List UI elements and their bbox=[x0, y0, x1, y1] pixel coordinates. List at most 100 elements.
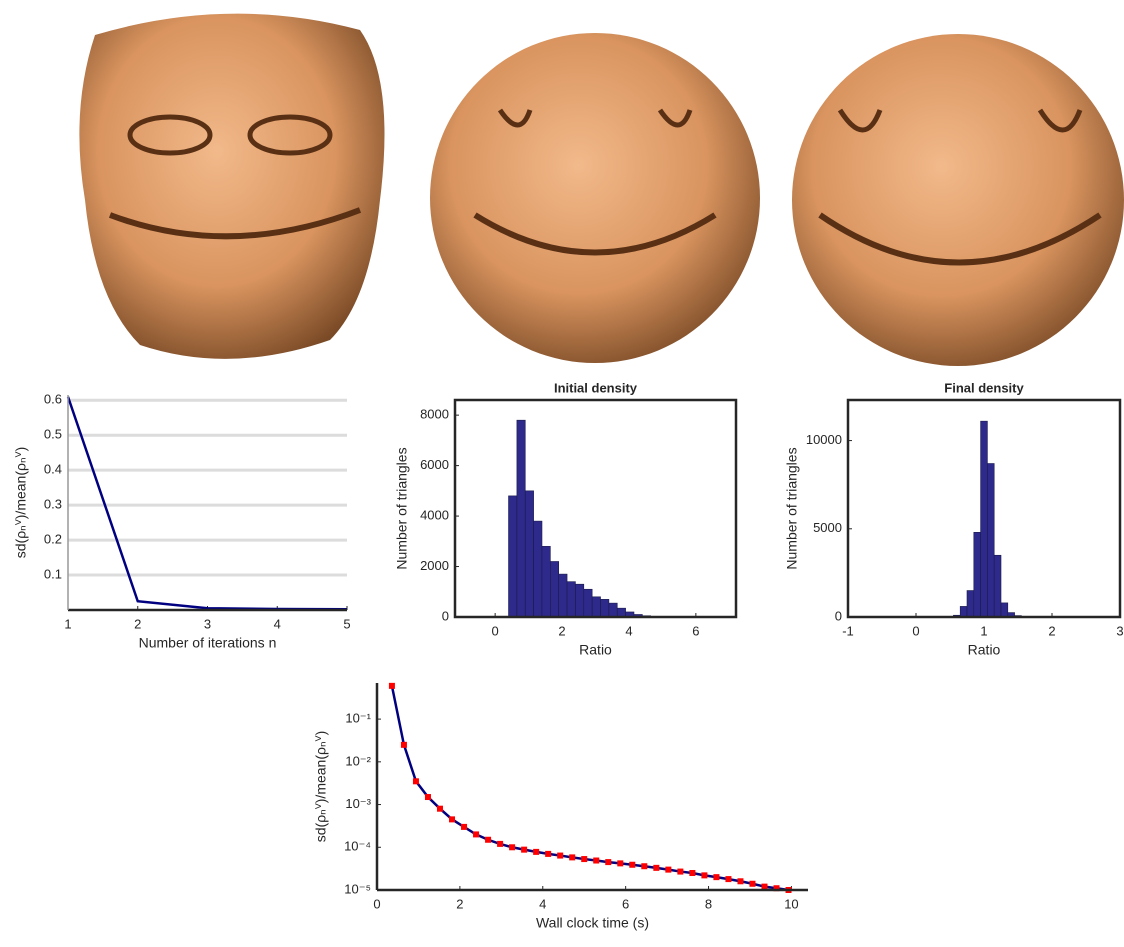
render-initial-map bbox=[430, 33, 760, 363]
x-tick-label: 8 bbox=[705, 896, 712, 911]
x-tick-label: 4 bbox=[625, 623, 632, 638]
x-tick-label: 4 bbox=[539, 896, 546, 911]
bar bbox=[567, 582, 575, 617]
x-tick-label: 3 bbox=[1116, 623, 1123, 638]
marker bbox=[545, 851, 551, 857]
bar bbox=[575, 584, 583, 617]
marker bbox=[725, 876, 731, 882]
bar bbox=[987, 464, 994, 617]
marker bbox=[605, 859, 611, 865]
marker bbox=[629, 862, 635, 868]
marker bbox=[749, 881, 755, 887]
y-tick-label: 0.4 bbox=[44, 462, 62, 477]
render-final-map bbox=[792, 34, 1124, 366]
y-tick-label: 4000 bbox=[420, 508, 449, 523]
render-original bbox=[79, 14, 384, 359]
y-tick-label: 8000 bbox=[420, 407, 449, 422]
y-tick-label: 2000 bbox=[420, 558, 449, 573]
marker bbox=[401, 742, 407, 748]
y-tick-label: 10⁻¹ bbox=[345, 711, 371, 726]
y-axis-label: Number of triangles bbox=[394, 447, 410, 569]
y-tick-label: 0.6 bbox=[44, 392, 62, 407]
line bbox=[392, 686, 789, 890]
marker bbox=[701, 872, 707, 878]
chart: 10⁻⁵ 10⁻⁴ 10⁻³ 10⁻² 10⁻¹ 0 2 4 6 8 10 Wall clock ti… bbox=[313, 683, 808, 931]
y-tick-label: 0.1 bbox=[44, 566, 62, 581]
chart-title: Final density bbox=[944, 380, 1024, 395]
bar bbox=[994, 555, 1001, 617]
y-tick-label: 0.5 bbox=[44, 427, 62, 442]
y-tick-label: 0.2 bbox=[44, 532, 62, 547]
y-tick-label: 10⁻⁴ bbox=[344, 839, 371, 854]
marker bbox=[689, 870, 695, 876]
bar bbox=[609, 603, 617, 617]
bar bbox=[1001, 603, 1008, 617]
x-tick-label: 5 bbox=[343, 616, 350, 631]
y-tick-label: 10⁻⁵ bbox=[344, 881, 371, 896]
x-axis-label: Wall clock time (s) bbox=[536, 915, 649, 931]
bar bbox=[967, 591, 974, 617]
x-tick-label: 2 bbox=[558, 623, 565, 638]
x-tick-label: 4 bbox=[274, 616, 281, 631]
x-tick-label: 0 bbox=[492, 623, 499, 638]
marker bbox=[641, 863, 647, 869]
x-tick-label: 6 bbox=[622, 896, 629, 911]
bar bbox=[509, 496, 517, 617]
marker bbox=[425, 794, 431, 800]
marker bbox=[485, 837, 491, 843]
chart-title: Initial density bbox=[554, 380, 638, 395]
marker bbox=[677, 869, 683, 875]
axes-box bbox=[455, 400, 736, 617]
x-tick-label: 0 bbox=[373, 896, 380, 911]
x-tick-label: 1 bbox=[64, 616, 71, 631]
marker bbox=[521, 847, 527, 853]
y-tick-label: 5000 bbox=[813, 520, 842, 535]
marker bbox=[593, 858, 599, 864]
marker bbox=[581, 856, 587, 862]
bar bbox=[981, 421, 988, 617]
marker bbox=[437, 806, 443, 812]
marker bbox=[617, 860, 623, 866]
marker bbox=[653, 865, 659, 871]
x-axis-label: Number of iterations n bbox=[139, 635, 277, 651]
bar bbox=[592, 597, 600, 617]
x-tick-label: 2 bbox=[456, 896, 463, 911]
y-tick-label: 0 bbox=[835, 608, 842, 623]
x-tick-label: 0 bbox=[912, 623, 919, 638]
marker bbox=[665, 867, 671, 873]
marker bbox=[497, 841, 503, 847]
bar bbox=[517, 420, 525, 617]
x-axis-label: Ratio bbox=[968, 642, 1001, 658]
marker bbox=[473, 831, 479, 837]
marker bbox=[413, 778, 419, 784]
bar bbox=[550, 561, 558, 617]
marker bbox=[449, 816, 455, 822]
bar bbox=[974, 532, 981, 617]
x-tick-label: 1 bbox=[980, 623, 987, 638]
marker bbox=[713, 874, 719, 880]
y-tick-label: 10⁻³ bbox=[345, 796, 371, 811]
bar bbox=[559, 574, 567, 617]
marker bbox=[569, 854, 575, 860]
marker bbox=[461, 824, 467, 830]
bar bbox=[960, 606, 967, 617]
bar bbox=[525, 491, 533, 617]
figure: 0.10.20.30.40.50.612345Number of iterati… bbox=[0, 0, 1124, 947]
y-axis-label: sd(ρₙⱽ)/mean(ρₙⱽ) bbox=[13, 447, 29, 559]
x-tick-label: 2 bbox=[134, 616, 141, 631]
marker bbox=[533, 849, 539, 855]
y-axis-label: sd(ρₙⱽ)/mean(ρₙⱽ) bbox=[313, 731, 329, 843]
y-tick-label: 10⁻² bbox=[345, 753, 371, 768]
y-tick-label: 10000 bbox=[806, 432, 842, 447]
y-tick-label: 6000 bbox=[420, 457, 449, 472]
bar bbox=[617, 608, 625, 617]
x-tick-label: 2 bbox=[1048, 623, 1055, 638]
x-tick-label: 10 bbox=[784, 896, 798, 911]
bar bbox=[584, 589, 592, 617]
x-tick-label: -1 bbox=[842, 623, 854, 638]
x-tick-label: 3 bbox=[204, 616, 211, 631]
marker bbox=[509, 844, 515, 850]
